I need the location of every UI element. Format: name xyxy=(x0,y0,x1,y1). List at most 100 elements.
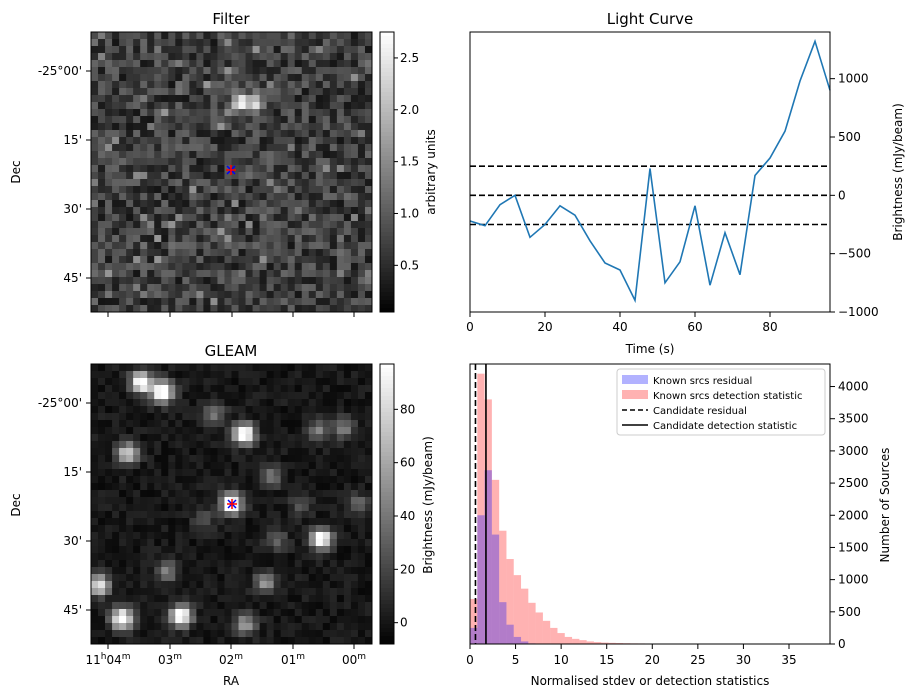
filter-pixel xyxy=(196,256,204,264)
filter-pixel xyxy=(217,95,225,103)
gleam-pixel xyxy=(350,378,359,386)
filter-pixel xyxy=(336,67,345,75)
gleam-pixel xyxy=(189,630,197,638)
filter-pixel xyxy=(168,95,176,103)
filter-pixel xyxy=(287,172,296,180)
filter-pixel xyxy=(294,158,303,166)
filter-pixel xyxy=(196,235,204,243)
filter-pixel xyxy=(196,179,204,187)
y-tick-label: 2500 xyxy=(838,476,869,490)
gleam-pixel xyxy=(280,490,289,498)
filter-pixel xyxy=(266,256,275,264)
gleam-pixel xyxy=(224,469,232,477)
gleam-pixel xyxy=(203,602,211,610)
gleam-pixel xyxy=(350,504,359,512)
filter-pixel xyxy=(224,151,232,159)
gleam-pixel xyxy=(259,532,268,540)
gleam-pixel xyxy=(287,567,296,575)
gleam-pixel xyxy=(119,630,127,638)
gleam-pixel xyxy=(112,532,120,540)
gleam-pixel xyxy=(133,399,141,407)
filter-pixel xyxy=(294,151,303,159)
filter-pixel xyxy=(210,214,218,222)
gleam-pixel xyxy=(364,490,373,498)
filter-pixel xyxy=(308,102,317,110)
filter-pixel xyxy=(105,137,113,145)
filter-pixel xyxy=(266,214,275,222)
gleam-pixel xyxy=(203,420,211,428)
filter-pixel xyxy=(287,74,296,82)
gleam-pixel xyxy=(119,413,127,421)
gleam-pixel xyxy=(196,602,204,610)
filter-pixel xyxy=(203,88,211,96)
filter-pixel xyxy=(301,74,310,82)
gleam-pixel xyxy=(182,427,190,435)
gleam-pixel xyxy=(294,532,303,540)
filter-pixel xyxy=(140,39,148,47)
filter-pixel xyxy=(287,228,296,236)
gleam-pixel xyxy=(315,399,324,407)
filter-pixel xyxy=(301,172,310,180)
filter-pixel xyxy=(245,207,253,215)
filter-pixel xyxy=(343,249,352,257)
gleam-pixel xyxy=(343,539,352,547)
filter-pixel xyxy=(329,221,338,229)
gleam-pixel xyxy=(245,623,253,631)
filter-pixel xyxy=(224,284,232,292)
filter-pixel xyxy=(315,305,324,313)
legend-label: Known srcs detection statistic xyxy=(653,391,802,402)
filter-pixel xyxy=(231,172,239,180)
filter-pixel xyxy=(140,130,148,138)
gleam-pixel xyxy=(364,560,373,568)
filter-pixel xyxy=(140,158,148,166)
filter-pixel xyxy=(161,193,169,201)
gleam-pixel xyxy=(350,413,359,421)
filter-pixel xyxy=(98,263,106,271)
filter-pixel xyxy=(91,67,99,75)
colorbar-band xyxy=(380,544,394,549)
gleam-pixel xyxy=(154,378,162,386)
gleam-pixel xyxy=(252,560,261,568)
filter-pixel xyxy=(357,235,366,243)
filter-pixel xyxy=(280,193,289,201)
filter-pixel xyxy=(364,228,373,236)
gleam-pixel xyxy=(147,441,155,449)
filter-pixel xyxy=(350,60,359,68)
filter-pixel xyxy=(259,298,268,306)
gleam-pixel xyxy=(308,504,317,512)
filter-pixel xyxy=(315,228,324,236)
filter-pixel xyxy=(196,123,204,131)
filter-pixel xyxy=(112,277,120,285)
filter-pixel xyxy=(189,179,197,187)
gleam-pixel xyxy=(203,392,211,400)
filter-pixel xyxy=(189,74,197,82)
filter-pixel xyxy=(322,81,331,89)
filter-pixel xyxy=(168,298,176,306)
histogram-bar xyxy=(601,642,609,644)
gleam-pixel xyxy=(217,476,225,484)
gleam-pixel xyxy=(161,406,169,414)
gleam-pixel xyxy=(238,364,246,372)
filter-pixel xyxy=(336,116,345,124)
gleam-pixel xyxy=(329,637,338,645)
gleam-pixel xyxy=(322,462,331,470)
gleam-pixel xyxy=(245,448,253,456)
filter-pixel xyxy=(315,144,324,152)
gleam-pixel xyxy=(189,581,197,589)
filter-pixel xyxy=(280,109,289,117)
filter-pixel xyxy=(105,242,113,250)
gleam-pixel xyxy=(224,588,232,596)
gleam-pixel xyxy=(294,371,303,379)
gleam-pixel xyxy=(364,476,373,484)
histogram-bar xyxy=(593,642,602,644)
gleam-pixel xyxy=(245,455,253,463)
filter-pixel xyxy=(140,60,148,68)
gleam-pixel xyxy=(357,560,366,568)
gleam-pixel xyxy=(217,602,225,610)
filter-pixel xyxy=(224,95,232,103)
gleam-pixel xyxy=(273,630,282,638)
filter-pixel xyxy=(182,298,190,306)
gleam-pixel xyxy=(182,441,190,449)
gleam-pixel xyxy=(252,539,261,547)
filter-pixel xyxy=(329,165,338,173)
